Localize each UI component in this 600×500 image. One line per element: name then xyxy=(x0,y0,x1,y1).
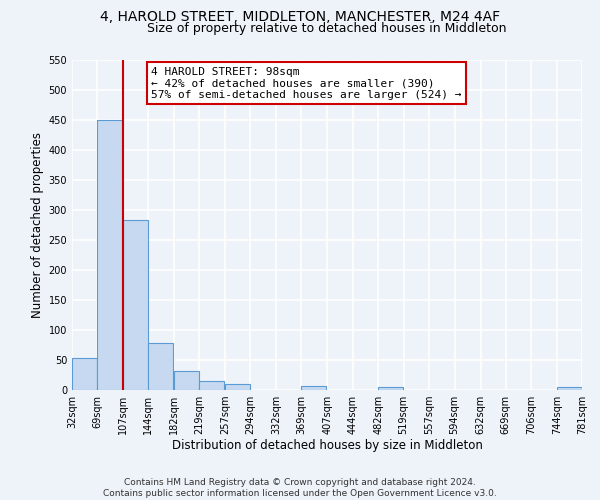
Y-axis label: Number of detached properties: Number of detached properties xyxy=(31,132,44,318)
Bar xyxy=(97,120,122,390)
Title: Size of property relative to detached houses in Middleton: Size of property relative to detached ho… xyxy=(147,22,507,35)
Bar xyxy=(301,386,326,390)
Bar xyxy=(557,387,581,390)
Text: 4, HAROLD STREET, MIDDLETON, MANCHESTER, M24 4AF: 4, HAROLD STREET, MIDDLETON, MANCHESTER,… xyxy=(100,10,500,24)
Bar xyxy=(148,343,173,390)
Text: Contains HM Land Registry data © Crown copyright and database right 2024.
Contai: Contains HM Land Registry data © Crown c… xyxy=(103,478,497,498)
Bar xyxy=(174,372,199,390)
Bar xyxy=(225,384,250,390)
Bar xyxy=(123,220,148,390)
Bar xyxy=(72,358,97,390)
X-axis label: Distribution of detached houses by size in Middleton: Distribution of detached houses by size … xyxy=(172,438,482,452)
Bar xyxy=(199,381,224,390)
Bar xyxy=(379,387,403,390)
Text: 4 HAROLD STREET: 98sqm
← 42% of detached houses are smaller (390)
57% of semi-de: 4 HAROLD STREET: 98sqm ← 42% of detached… xyxy=(151,66,461,100)
